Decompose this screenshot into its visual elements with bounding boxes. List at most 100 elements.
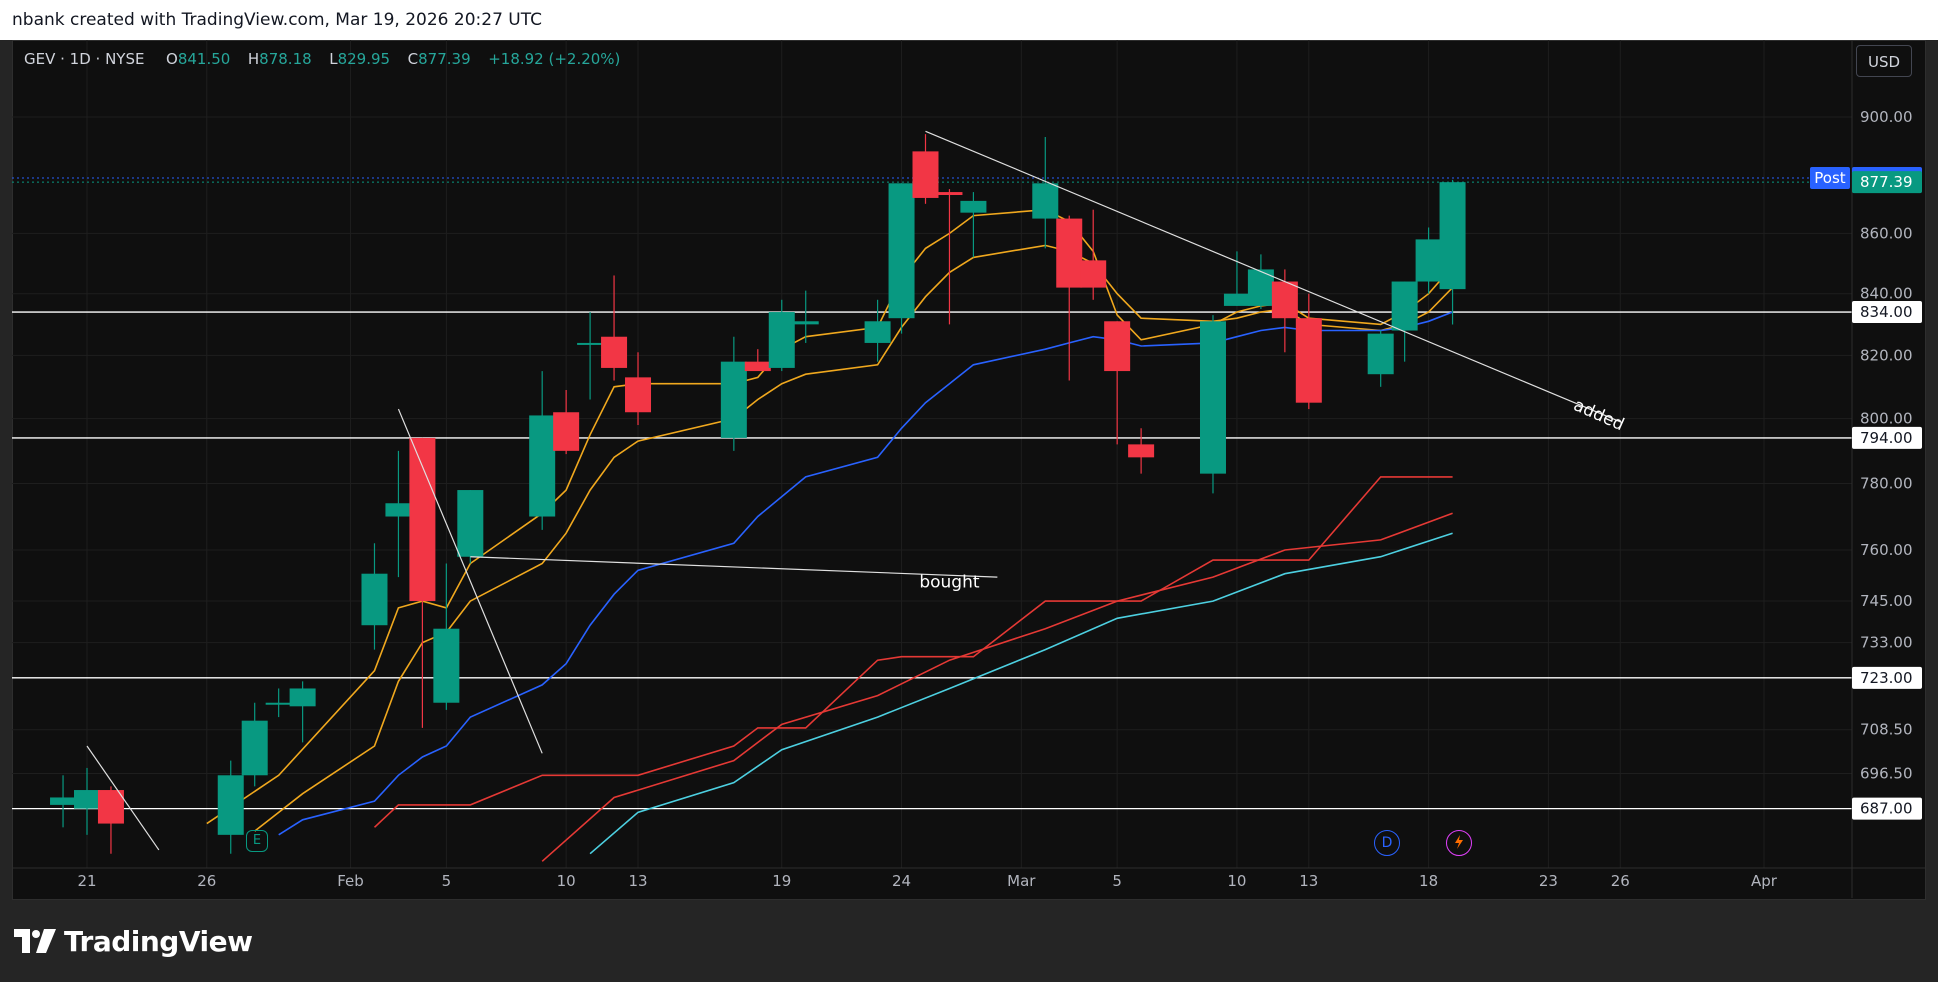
y-tick-label: 745.00 xyxy=(1860,592,1913,610)
candle-body xyxy=(960,200,987,213)
x-tick-label: 26 xyxy=(1611,872,1630,890)
level-tag xyxy=(1852,666,1922,689)
high-label: H xyxy=(247,50,260,68)
y-tick-label: 696.50 xyxy=(1860,764,1913,782)
candle-body xyxy=(217,775,244,835)
candle-body xyxy=(1223,293,1250,306)
x-tick-label: Feb xyxy=(337,872,364,890)
x-tick-label: 5 xyxy=(1112,872,1122,890)
close-label: C xyxy=(407,50,419,68)
candle-body xyxy=(1295,318,1322,403)
tradingview-logo-icon xyxy=(14,929,56,953)
level-tag-label: 723.00 xyxy=(1860,669,1913,687)
x-tick-label: 10 xyxy=(1227,872,1246,890)
x-tick-label: 13 xyxy=(1299,872,1318,890)
x-tick-label: 10 xyxy=(557,872,576,890)
dividend-event-icon[interactable]: D xyxy=(1374,830,1400,856)
candle-body xyxy=(553,412,580,451)
trendline xyxy=(397,408,543,754)
y-tick-label: 820.00 xyxy=(1860,346,1913,364)
low-label: L xyxy=(329,50,338,68)
candle-body xyxy=(1439,182,1466,290)
y-tick-label: 840.00 xyxy=(1860,285,1913,303)
symbol-label: GEV · 1D · NYSE xyxy=(24,50,145,68)
level-tag xyxy=(1852,797,1922,820)
y-tick-label: 780.00 xyxy=(1860,474,1913,492)
indicator-line xyxy=(373,476,1453,828)
post-tag-label-bg xyxy=(1810,167,1850,190)
attribution-text: nbank created with TradingView.com, Mar … xyxy=(12,10,542,30)
chart-frame[interactable] xyxy=(12,40,1926,900)
candle-body xyxy=(744,361,771,372)
level-tag-label: 834.00 xyxy=(1860,303,1913,321)
lightning-icon xyxy=(1455,835,1463,849)
candle-body xyxy=(1199,321,1226,474)
candle-body xyxy=(720,361,747,438)
annotation-added: added xyxy=(1570,395,1627,435)
open-value: 841.50 xyxy=(177,50,231,68)
axes: 900.00 860.00 840.00 820.00 800.00 780.00 760.… xyxy=(12,40,1926,898)
x-tick-label: 21 xyxy=(77,872,96,890)
candle-body xyxy=(792,321,819,325)
indicator-line xyxy=(278,311,1453,836)
candle-body xyxy=(936,192,963,196)
candles xyxy=(50,134,1466,854)
open-label: O xyxy=(166,50,178,68)
x-tick-label: 5 xyxy=(442,872,452,890)
currency-button[interactable]: USD xyxy=(1856,45,1912,77)
candle-body xyxy=(625,377,652,413)
candle-body xyxy=(601,336,628,368)
candle-body xyxy=(1415,239,1442,282)
candle-body xyxy=(385,503,412,517)
candle-body xyxy=(1367,333,1394,375)
x-tick-label: 19 xyxy=(772,872,791,890)
lightning-event-icon[interactable] xyxy=(1446,830,1472,856)
trendline xyxy=(86,745,160,851)
candle-body xyxy=(1056,218,1083,288)
candle-body xyxy=(888,183,915,319)
symbol-legend: GEV · 1D · NYSE O841.50 H878.18 L829.95 … xyxy=(24,50,620,68)
y-tick-label: 860.00 xyxy=(1860,224,1913,242)
y-tick-label: 708.50 xyxy=(1860,721,1913,739)
x-tick-label: 24 xyxy=(892,872,911,890)
last-price-tag xyxy=(1852,171,1922,194)
candle-body xyxy=(289,688,316,707)
tradingview-logo-text: TradingView xyxy=(64,924,253,958)
candle-body xyxy=(409,437,436,602)
annotation-bought: bought xyxy=(919,572,980,592)
candle-body xyxy=(912,151,939,198)
annotations: added bought xyxy=(919,395,1627,592)
indicator-lines xyxy=(206,208,1454,862)
candle-body xyxy=(241,720,268,776)
x-tick-label: Mar xyxy=(1007,872,1036,890)
attribution-header: nbank created with TradingView.com, Mar … xyxy=(0,0,1938,40)
trendline xyxy=(470,556,998,578)
level-tag xyxy=(1852,301,1922,324)
indicator-line xyxy=(541,512,1453,862)
x-tick-label: 23 xyxy=(1539,872,1558,890)
candle-body xyxy=(361,573,388,626)
change-value: +18.92 (+2.20%) xyxy=(488,50,621,68)
y-tick-label: 900.00 xyxy=(1860,108,1913,126)
trendlines xyxy=(86,130,1621,851)
candle-body xyxy=(1080,260,1107,288)
horizontal-levels xyxy=(12,177,1852,810)
low-value: 829.95 xyxy=(337,50,391,68)
earnings-event-icon[interactable]: E xyxy=(246,830,268,852)
level-tag-label: 794.00 xyxy=(1860,429,1913,447)
y-tick-label: 760.00 xyxy=(1860,541,1913,559)
candle-body xyxy=(577,342,604,345)
last-price-value: 877.39 xyxy=(1860,173,1913,191)
candle-body xyxy=(864,321,891,343)
level-tag xyxy=(1852,426,1922,449)
candle-body xyxy=(74,790,100,809)
candle-body xyxy=(265,702,292,705)
candle-body xyxy=(1032,183,1059,219)
level-tag-label: 687.00 xyxy=(1860,800,1913,818)
tradingview-logo[interactable]: TradingView xyxy=(14,924,253,958)
candle-body xyxy=(1104,321,1131,372)
candle-body xyxy=(1128,444,1155,458)
indicator-line xyxy=(589,532,1453,855)
trendline xyxy=(925,130,1621,423)
